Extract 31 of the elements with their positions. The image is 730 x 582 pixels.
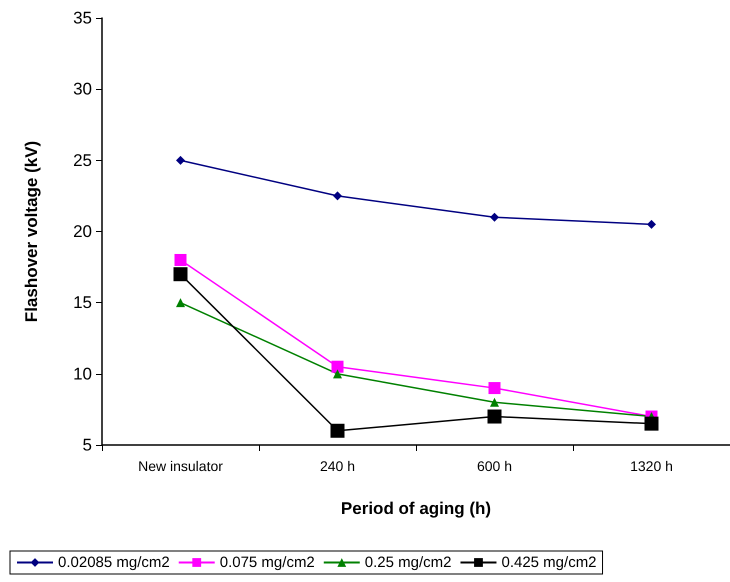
point	[490, 398, 499, 407]
point	[488, 410, 502, 424]
x-axis-title: Period of aging (h)	[340, 499, 492, 518]
point	[174, 254, 186, 266]
y-tick-label: 30	[73, 80, 92, 99]
y-tick-label: 5	[82, 436, 92, 454]
legend-label: 0.075 mg/cm2	[220, 554, 315, 571]
legend-label: 0.25 mg/cm2	[364, 554, 452, 571]
point	[176, 298, 185, 308]
point	[490, 212, 499, 222]
x-tick-label: 600 h	[476, 458, 512, 474]
x-tick-label: New insulator	[138, 458, 224, 474]
x-tick-label: 1320 h	[630, 458, 673, 474]
point	[176, 156, 185, 165]
y-axis-title: Flashover voltage (kV)	[22, 140, 41, 322]
point	[647, 220, 656, 229]
point	[333, 369, 342, 378]
point	[330, 424, 344, 438]
y-tick-label: 15	[73, 293, 92, 312]
y-tick-label: 35	[73, 8, 92, 28]
y-tick-label: 20	[73, 222, 92, 241]
y-tick-label: 10	[73, 364, 92, 384]
point	[174, 267, 188, 282]
point	[333, 191, 342, 200]
legend-label: 0.02085 mg/cm2	[58, 554, 170, 571]
legend-label: 0.425 mg/cm2	[501, 554, 597, 571]
point	[644, 416, 658, 431]
x-tick-label: 240 h	[320, 458, 356, 474]
y-tick-label: 25	[73, 150, 92, 170]
point	[332, 360, 344, 373]
point	[488, 382, 500, 394]
